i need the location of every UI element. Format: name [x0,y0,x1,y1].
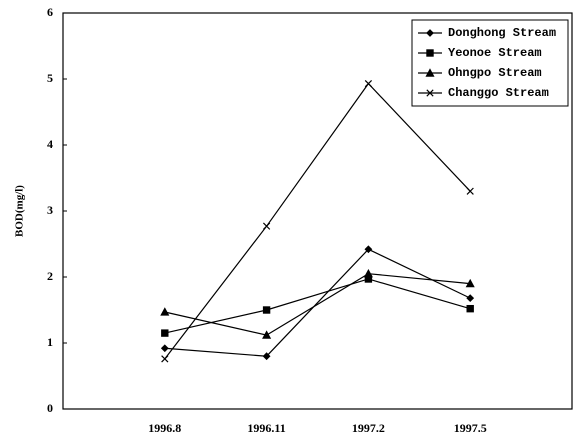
y-tick-label: 5 [47,71,53,85]
data-point [363,268,373,278]
data-point [465,278,475,288]
legend-marker [425,68,435,77]
series-line [164,82,471,360]
legend-label: Ohngpo Stream [448,66,542,80]
data-point [262,222,271,230]
y-tick-label: 2 [47,269,53,283]
x-tick-label: 1997.5 [454,421,487,435]
legend-label: Donghong Stream [448,26,556,40]
legend-label: Changgo Stream [448,86,549,100]
data-point [262,330,272,339]
legend-marker [426,89,434,97]
y-tick-label: 4 [47,137,53,151]
data-point [466,304,474,313]
y-tick-label: 3 [47,203,53,217]
legend-marker [426,29,434,37]
data-point [364,79,373,88]
y-axis-label: BOD(mg/l) [14,185,26,237]
data-point [161,329,169,337]
series-line [164,278,471,334]
y-tick-label: 0 [47,401,53,415]
data-point [160,307,170,316]
x-tick-label: 1996.11 [247,421,285,435]
y-tick-label: 1 [47,335,53,349]
legend-marker [426,49,434,57]
y-tick-label: 6 [47,5,53,19]
data-point [160,344,169,353]
data-point [161,355,169,363]
x-tick-label: 1996.8 [148,421,181,435]
x-tick-label: 1997.2 [352,421,385,435]
data-point [262,352,271,361]
data-point [466,187,474,195]
data-point [364,245,373,254]
legend-box [411,19,569,107]
data-point [262,306,271,314]
legend-label: Yeonoe Stream [448,46,542,60]
series-line [164,248,471,357]
series-line [164,273,471,336]
data-point [466,294,475,303]
